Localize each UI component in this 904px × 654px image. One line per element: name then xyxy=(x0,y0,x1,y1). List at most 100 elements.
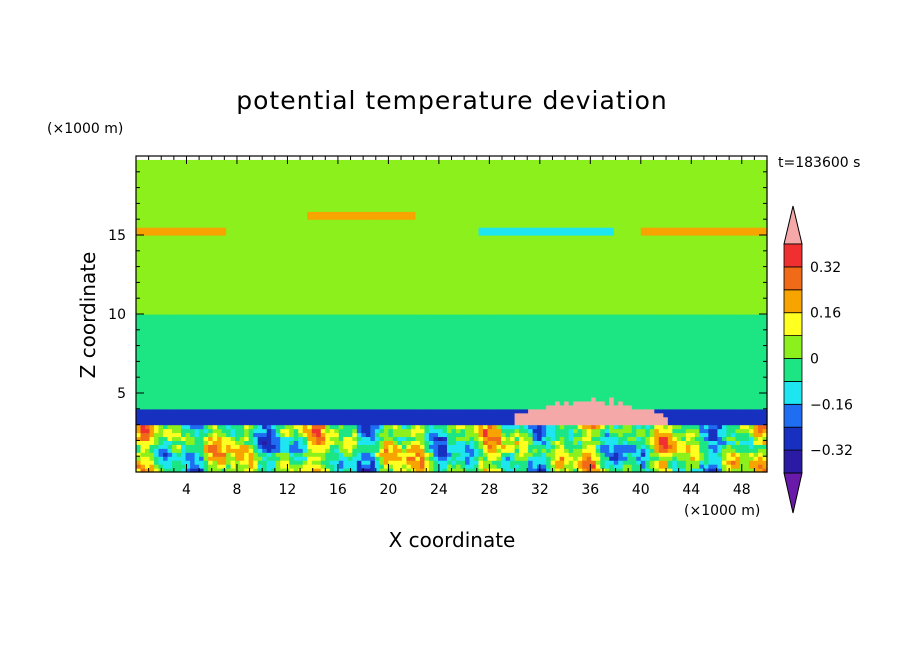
contour-cell xyxy=(257,464,263,469)
contour-cell xyxy=(370,262,376,268)
contour-cell xyxy=(190,179,196,185)
contour-cell xyxy=(190,432,196,438)
contour-cell xyxy=(230,191,236,197)
contour-cell xyxy=(257,274,263,280)
contour-cell xyxy=(379,191,385,197)
contour-cell xyxy=(194,345,200,351)
contour-cell xyxy=(347,290,353,295)
contour-cell xyxy=(163,325,169,331)
contour-cell xyxy=(338,444,344,449)
contour-cell xyxy=(392,333,399,339)
contour-cell xyxy=(289,428,295,434)
contour-cell xyxy=(140,282,146,287)
contour-cell xyxy=(248,290,254,295)
contour-cell xyxy=(401,270,408,276)
contour-cell xyxy=(343,203,349,208)
contour-cell xyxy=(370,456,376,461)
contour-cell xyxy=(266,349,272,355)
contour-cell xyxy=(176,400,182,406)
contour-cell xyxy=(185,452,191,457)
contour-cell xyxy=(329,412,335,418)
contour-cell xyxy=(190,408,196,414)
contour-cell xyxy=(280,353,286,359)
contour-cell xyxy=(316,278,322,283)
contour-cell xyxy=(379,345,385,351)
contour-cell xyxy=(289,385,295,390)
contour-cell xyxy=(217,369,223,374)
contour-cell xyxy=(289,302,295,307)
contour-cell xyxy=(275,329,281,335)
contour-cell xyxy=(325,440,331,445)
contour-cell xyxy=(199,428,205,434)
contour-cell xyxy=(248,408,254,414)
contour-cell xyxy=(226,349,232,355)
contour-cell xyxy=(158,444,164,449)
contour-cell xyxy=(158,306,164,311)
contour-cell xyxy=(316,448,322,453)
contour-cell xyxy=(401,396,408,402)
contour-cell xyxy=(271,231,277,236)
contour-cell xyxy=(199,325,205,331)
contour-cell xyxy=(262,175,268,181)
contour-cell xyxy=(343,278,349,283)
contour-cell xyxy=(320,440,326,445)
contour-cell xyxy=(307,159,313,165)
contour-cell xyxy=(406,187,412,193)
contour-cell xyxy=(302,258,308,264)
contour-cell xyxy=(298,207,304,212)
contour-cell xyxy=(158,183,164,189)
contour-cell xyxy=(298,175,304,181)
contour-cell xyxy=(284,448,290,453)
contour-cell xyxy=(388,456,394,461)
contour-cell xyxy=(149,357,155,362)
contour-cell xyxy=(208,325,214,331)
contour-cell xyxy=(325,242,331,248)
contour-cell xyxy=(311,187,317,193)
contour-cell xyxy=(221,444,227,449)
contour-cell xyxy=(158,460,164,465)
contour-cell xyxy=(370,416,376,422)
contour-cell xyxy=(293,250,299,256)
contour-cell xyxy=(199,183,205,189)
contour-cell xyxy=(145,337,151,343)
contour-cell xyxy=(217,468,223,473)
contour-cell xyxy=(158,361,164,366)
contour-cell xyxy=(221,321,227,327)
contour-cell xyxy=(347,424,353,430)
contour-cell xyxy=(239,452,245,457)
contour-cell xyxy=(136,345,142,351)
contour-cell xyxy=(347,432,353,438)
contour-cell xyxy=(379,215,385,220)
contour-cell xyxy=(172,242,178,248)
contour-cell xyxy=(181,242,187,248)
contour-cell xyxy=(410,428,417,434)
contour-cell xyxy=(302,195,308,201)
contour-cell xyxy=(226,424,232,430)
contour-cell xyxy=(212,294,218,299)
contour-cell xyxy=(338,163,344,169)
contour-cell xyxy=(311,444,317,449)
contour-cell xyxy=(248,448,254,453)
contour-cell xyxy=(217,456,223,461)
contour-cell xyxy=(248,282,254,287)
contour-cell xyxy=(352,314,358,319)
contour-cell xyxy=(262,432,268,438)
contour-cell xyxy=(181,464,187,469)
contour-cell xyxy=(307,246,313,252)
contour-cell xyxy=(172,238,178,244)
contour-cell xyxy=(248,325,254,331)
contour-cell xyxy=(253,412,259,418)
contour-cell xyxy=(397,400,403,406)
contour-cell xyxy=(199,321,205,327)
contour-cell xyxy=(401,416,408,422)
contour-cell xyxy=(293,231,299,236)
contour-cell xyxy=(181,203,187,208)
contour-cell xyxy=(284,396,290,402)
contour-cell xyxy=(410,274,417,280)
contour-cell xyxy=(253,460,259,465)
contour-cell xyxy=(172,310,178,315)
contour-cell xyxy=(298,227,304,232)
contour-cell xyxy=(352,270,358,276)
contour-cell xyxy=(253,341,259,347)
contour-cell xyxy=(311,317,317,323)
